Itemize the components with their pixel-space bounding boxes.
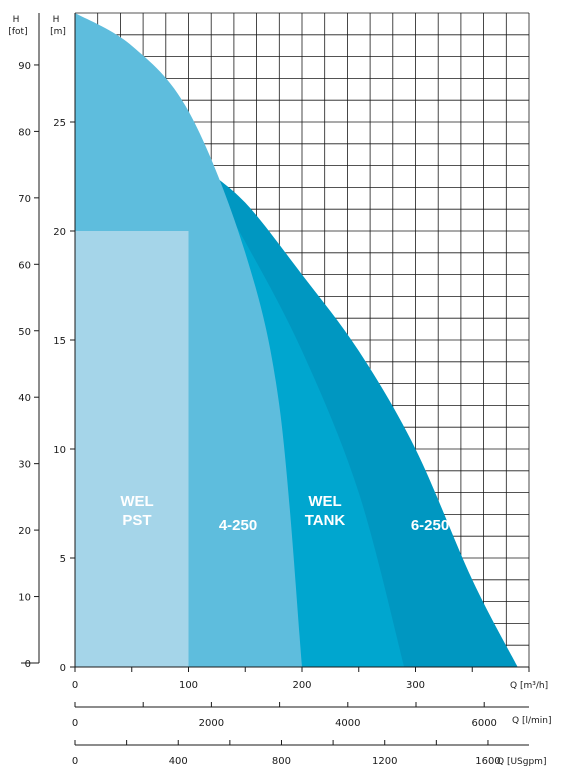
label-wel-pst: WEL [120, 493, 153, 510]
axes: 0 5 10 15 20 25 H [m] 0 10 20 30 40 50 60 70 80 90 H [fot] 0… [8, 13, 551, 767]
y-axis-fot-tick-label: 80 [18, 127, 31, 138]
y-axis-m-tick-label: 25 [53, 118, 66, 129]
y-axis-m-title: H [53, 15, 60, 25]
x-axis-usgpm-tick-label: 800 [272, 756, 291, 767]
y-axis-m-tick-label: 15 [53, 336, 66, 347]
y-axis-m-tick-label: 0 [60, 663, 66, 674]
label-6-250: 6-250 [411, 517, 449, 534]
x-axis-m3h-tick-label: 0 [72, 680, 78, 691]
x-axis-lmin-tick-label: 6000 [471, 718, 496, 729]
performance-regions [75, 13, 518, 667]
y-axis-fot-title: H [13, 15, 20, 25]
x-axis-usgpm-tick-label: 1600 [475, 756, 500, 767]
x-axis-lmin-tick-label: 0 [72, 718, 78, 729]
y-axis-fot-tick-label: 70 [18, 194, 31, 205]
y-axis-fot-tick-label: 90 [18, 61, 31, 72]
y-axis-fot-tick-label: 40 [18, 393, 31, 404]
y-axis-fot-tick-label: 0 [25, 659, 31, 670]
x-axis-usgpm-tick-label: 1200 [372, 756, 397, 767]
label-wel-tank: WEL [308, 493, 341, 510]
y-axis-m-tick-label: 10 [53, 445, 66, 456]
x-axis-lmin-title: Q [l/min] [512, 716, 551, 726]
label-4-250: 4-250 [219, 517, 257, 534]
region-labels: WEL PST 4-250 WEL TANK 6-250 [120, 493, 449, 534]
x-axis-lmin-tick-label: 2000 [199, 718, 224, 729]
label-wel-tank: TANK [305, 512, 346, 529]
x-axis-usgpm-tick-label: 0 [72, 756, 78, 767]
x-axis-lmin-tick-label: 4000 [335, 718, 360, 729]
y-axis-m-unit: [m] [50, 27, 66, 37]
y-axis-fot-unit: [fot] [8, 27, 27, 37]
x-axis-usgpm-title: Q [USgpm] [497, 757, 546, 767]
y-axis-m-tick-label: 20 [53, 227, 66, 238]
y-axis-fot-tick-label: 50 [18, 327, 31, 338]
region-wel-pst [75, 231, 189, 667]
y-axis-m-tick-label: 5 [60, 554, 66, 565]
x-axis-usgpm-tick-label: 400 [169, 756, 188, 767]
x-axis-m3h-tick-label: 300 [406, 680, 425, 691]
y-axis-fot-tick-label: 10 [18, 593, 31, 604]
y-axis-fot-tick-label: 30 [18, 460, 31, 471]
y-axis-fot-tick-label: 20 [18, 526, 31, 537]
x-axis-m3h-title: Q [m³/h] [510, 681, 548, 691]
x-axis-m3h-tick-label: 200 [292, 680, 311, 691]
y-axis-fot-tick-label: 60 [18, 260, 31, 271]
x-axis-m3h-tick-label: 100 [179, 680, 198, 691]
label-wel-pst: PST [122, 512, 151, 529]
